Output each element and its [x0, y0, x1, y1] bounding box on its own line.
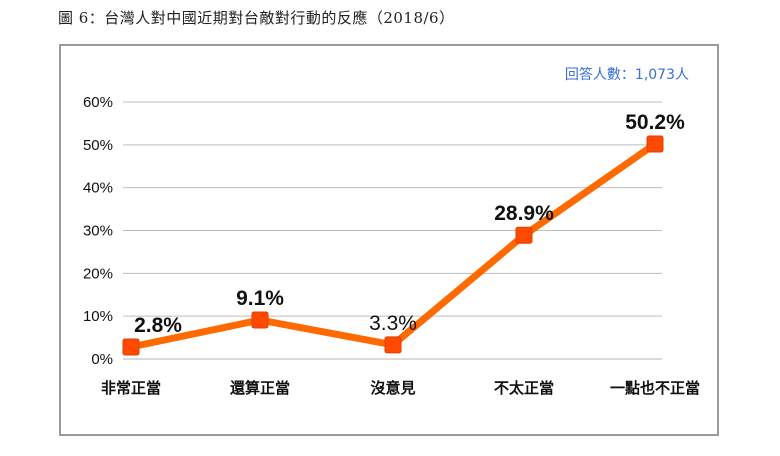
y-tick-label: 50%: [83, 137, 113, 154]
data-point-marker: [515, 226, 533, 244]
x-category-label: 一點也不正當: [610, 379, 700, 397]
data-label: 50.2%: [625, 111, 685, 134]
data-label: 9.1%: [236, 287, 284, 310]
y-tick-label: 60%: [83, 94, 113, 111]
data-label: 28.9%: [494, 202, 554, 225]
data-point-marker: [384, 336, 402, 354]
respondents-note: 回答人數：1,073人: [565, 66, 689, 83]
x-axis-categories: 非常正當 還算正當 沒意見 不太正當 一點也不正當: [101, 379, 700, 397]
chart-frame: [59, 44, 719, 436]
data-point-marker: [251, 311, 269, 329]
series-markers: [122, 135, 664, 356]
data-label: 2.8%: [134, 314, 182, 337]
gridlines: [123, 101, 662, 360]
x-category-label: 非常正當: [101, 379, 161, 397]
y-tick-label: 40%: [83, 180, 113, 197]
x-category-label: 還算正當: [230, 379, 290, 397]
data-point-marker: [646, 135, 664, 153]
y-axis-ticks: 0% 10% 20% 30% 40% 50% 60%: [83, 94, 113, 368]
y-tick-label: 20%: [83, 265, 113, 282]
x-category-label: 沒意見: [370, 379, 415, 397]
data-point-marker: [122, 338, 140, 356]
data-labels: 2.8% 9.1% 3.3% 28.9% 50.2%: [134, 111, 685, 337]
x-category-label: 不太正當: [494, 379, 554, 397]
y-tick-label: 0%: [91, 351, 113, 368]
y-tick-label: 30%: [83, 223, 113, 240]
data-label: 3.3%: [369, 312, 417, 335]
figure-title: 圖 6：台灣人對中國近期對台敵對行動的反應（2018/6）: [58, 9, 455, 27]
y-tick-label: 10%: [83, 308, 113, 325]
